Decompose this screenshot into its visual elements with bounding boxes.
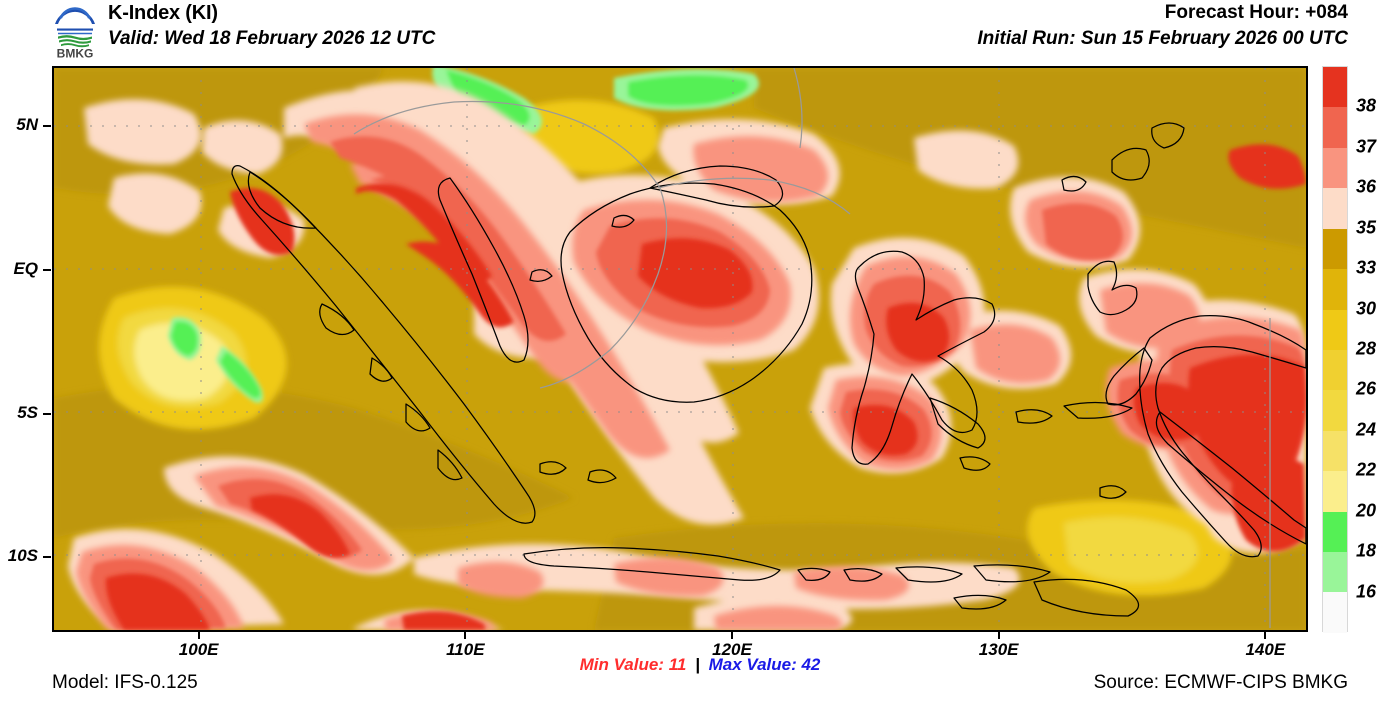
colorbar-tick-38: 38 — [1356, 95, 1377, 116]
coastlines — [231, 122, 1306, 617]
colorbar-band — [1323, 349, 1347, 391]
colorbar-tick-36: 36 — [1356, 176, 1377, 197]
page-header: BMKG K-Index (KI) Valid: Wed 18 February… — [0, 0, 1400, 62]
bmkg-logo-icon: BMKG — [46, 2, 104, 60]
colorbar-band — [1323, 430, 1347, 472]
lat-tick-label-5s: 5S — [17, 402, 38, 422]
valid-time: Valid: Wed 18 February 2026 12 UTC — [108, 28, 436, 49]
lon-tick-mark — [1264, 632, 1267, 639]
model-label: Model: IFS-0.125 — [52, 672, 198, 693]
colorbar-band — [1323, 67, 1347, 108]
lon-tick-label-140e: 140E — [1245, 640, 1286, 659]
min-value: Min Value: 11 — [579, 655, 687, 674]
max-value: Max Value: 42 — [708, 655, 821, 674]
colorbar-tick-28: 28 — [1356, 338, 1377, 359]
colorbar-tick-24: 24 — [1356, 419, 1377, 440]
forecast-hour: Forecast Hour: +084 — [1164, 2, 1348, 23]
lon-tick-label-100e: 100E — [178, 640, 219, 659]
lon-tick-label-130e: 130E — [978, 640, 1019, 659]
initial-run: Initial Run: Sun 15 February 2026 00 UTC — [977, 28, 1348, 49]
min-max-values: Min Value: 11 | Max Value: 42 — [0, 655, 1400, 675]
colorbar-tick-16: 16 — [1356, 581, 1377, 602]
political-borders — [353, 68, 1271, 628]
lat-tick-mark — [43, 125, 51, 128]
lat-tick-label-5n: 5N — [16, 115, 38, 135]
lat-tick-label-10s: 10S — [7, 546, 38, 566]
colorbar-band — [1323, 269, 1347, 310]
colorbar-band — [1323, 592, 1347, 633]
lat-tick-label-eq: EQ — [13, 258, 38, 278]
colorbar-tick-30: 30 — [1356, 298, 1377, 319]
colorbar-tick-26: 26 — [1356, 378, 1377, 399]
colorbar-tick-20: 20 — [1356, 500, 1377, 521]
colorbar-band — [1323, 390, 1347, 431]
map-canvas[interactable]: Copyright Sub Bidang Prediksi Cuaca BMKG… — [52, 66, 1308, 632]
minmax-separator: | — [695, 655, 700, 674]
lon-tick-mark — [997, 632, 1000, 639]
lon-tick-mark — [197, 632, 200, 639]
colorbar-band — [1323, 511, 1347, 553]
svg-text:BMKG: BMKG — [57, 47, 94, 61]
lat-tick-mark — [43, 556, 51, 559]
lon-tick-mark — [731, 632, 733, 639]
colorbar-tick-33: 33 — [1356, 257, 1377, 278]
colorbar-tick-37: 37 — [1356, 136, 1377, 157]
colorbar-band — [1323, 107, 1347, 148]
colorbar-band — [1323, 309, 1347, 350]
map-gridlines — [54, 68, 1306, 630]
lat-tick-mark — [43, 412, 51, 415]
lon-tick-mark — [464, 632, 467, 639]
colorbar-tick-18: 18 — [1356, 540, 1377, 561]
colorbar-tick-35: 35 — [1356, 217, 1377, 238]
colorbar-band — [1323, 552, 1347, 593]
colorbar-band — [1323, 228, 1347, 270]
lon-tick-label-110e: 110E — [446, 640, 485, 659]
colorbar-band — [1323, 471, 1347, 512]
ki-heatmap — [54, 68, 1306, 630]
source-label: Source: ECMWF-CIPS BMKG — [1093, 672, 1348, 693]
page-title: K-Index (KI) — [108, 2, 218, 24]
lon-tick-label-120e: 120E — [712, 640, 752, 659]
colorbar-band — [1323, 147, 1347, 189]
colorbar-band — [1323, 188, 1347, 229]
colorbar[interactable] — [1322, 66, 1348, 633]
lat-tick-mark — [43, 268, 51, 271]
colorbar-tick-22: 22 — [1356, 459, 1377, 480]
